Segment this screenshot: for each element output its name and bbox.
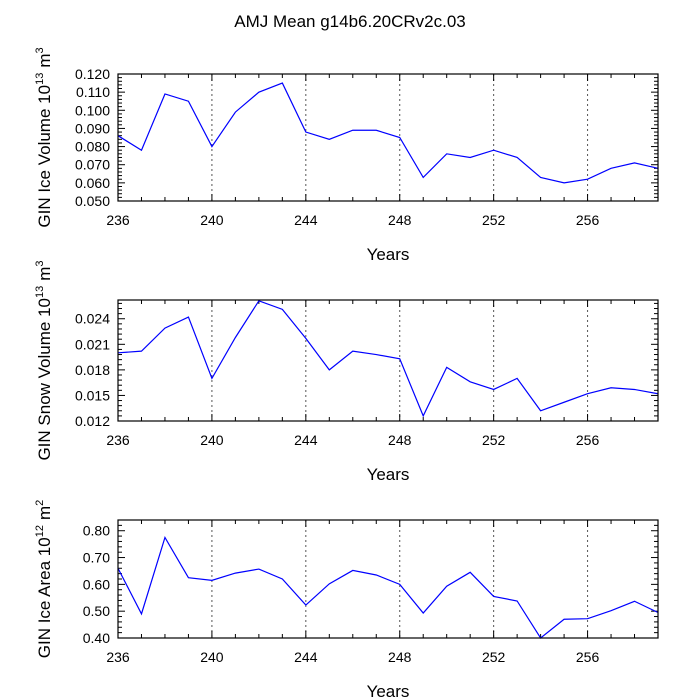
x-tick-label: 244 [294,432,318,448]
y-tick-label: 0.110 [76,84,110,100]
panel-ice-area: 236 240 244 248 252 256 0.40 0.50 0.60 0.70 0.80 Ye… [34,500,659,700]
plot-frame [117,299,659,422]
y-axis-label-exponent: 12 [34,525,46,537]
x-tick-label: 236 [106,649,130,665]
y-axis-label-unit: m [35,267,54,281]
plot-frame [117,519,659,639]
y-tick-label: 0.40 [83,630,110,646]
x-tick-label: 256 [576,212,600,228]
y-axis-label: GIN Ice Volume 1013 m3 [34,47,54,227]
x-tick-label: 252 [482,649,506,665]
y-axis-label-exponent: 13 [34,73,46,85]
y-tick-label: 0.050 [75,193,110,209]
y-tick-label: 0.090 [75,120,110,136]
y-tick-label: 0.70 [83,550,110,566]
y-tick-label: 0.070 [75,157,110,173]
y-axis-label: GIN Ice Area 1012 m2 [34,500,54,659]
y-tick-label: 0.100 [75,102,110,118]
x-tick-label: 244 [294,649,318,665]
x-axis-label: Years [367,465,410,484]
y-axis-label-unit-exponent: 3 [34,47,46,53]
x-axis-label: Years [367,245,410,264]
x-tick-label: 236 [106,432,130,448]
y-tick-label: 0.015 [75,387,110,403]
y-tick-label: 0.120 [75,66,110,82]
y-axis-label-base: 10 [35,298,54,322]
y-tick-label: 0.021 [75,336,110,352]
x-tick-label: 240 [200,432,224,448]
panel-ice-volume: 236 240 244 248 252 256 0.050 0.060 0.070 0.080 0.… [34,47,659,264]
y-axis-label-base: 10 [35,537,54,561]
x-tick-label: 248 [388,212,412,228]
y-tick-label: 0.60 [83,576,110,592]
x-tick-label: 252 [482,212,506,228]
y-tick-label: 0.80 [83,523,110,539]
series-line-ice-volume [117,82,659,184]
series-line-ice-area [117,535,659,639]
x-tick-label: 236 [106,212,130,228]
x-tick-label: 248 [388,432,412,448]
y-axis-label-unit: m [35,54,54,68]
y-axis-label-exponent: 13 [34,286,46,298]
y-axis-label-base: 10 [35,85,54,109]
y-axis-label: GIN Snow Volume 1013 m3 [34,260,54,460]
panel-snow-volume: 236 240 244 248 252 256 0.012 0.015 0.018 0.021 0.… [34,260,659,484]
y-tick-label: 0.012 [75,413,110,429]
x-tick-label: 256 [576,432,600,448]
y-tick-label: 0.018 [75,362,110,378]
y-tick-label: 0.080 [75,139,110,155]
y-axis-label-unit-exponent: 3 [34,260,46,266]
y-axis-label-unit: m [35,506,54,520]
x-tick-label: 240 [200,212,224,228]
y-axis-label-text: GIN Ice Volume [35,109,54,228]
y-tick-label: 0.50 [83,603,110,619]
x-axis-label: Years [367,682,410,700]
x-tick-label: 256 [576,649,600,665]
x-tick-label: 244 [294,212,318,228]
y-tick-label: 0.060 [75,175,110,191]
x-tick-label: 240 [200,649,224,665]
x-tick-label: 252 [482,432,506,448]
y-axis-label-text: GIN Snow Volume [35,322,54,461]
chart-title: AMJ Mean g14b6.20CRv2c.03 [234,12,466,31]
x-tick-label: 248 [388,649,412,665]
y-tick-label: 0.024 [75,311,110,327]
y-axis-label-unit-exponent: 2 [34,500,46,506]
plot-frame [117,73,659,202]
series-line-snow-volume [117,300,659,418]
y-axis-label-text: GIN Ice Area [35,560,54,658]
